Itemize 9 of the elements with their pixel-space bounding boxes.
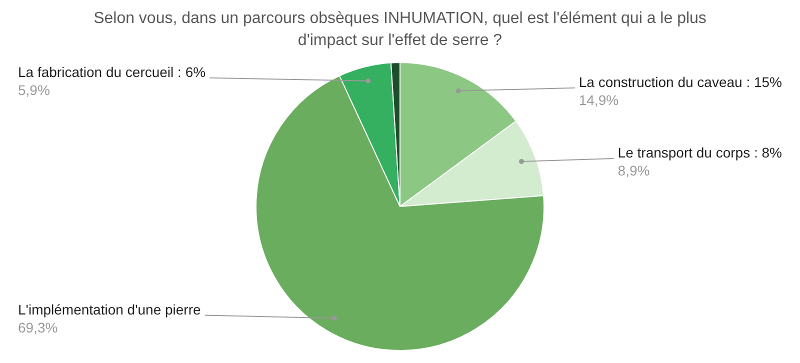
data-label: 5,9% [18,82,50,98]
slice-label: Le transport du corps : 8% [618,144,782,160]
data-label: 14,9% [578,92,619,108]
chart-title: Selon vous, dans un parcours obsèques INHUMATION, quel est l'élément qui a le plus d'impact sur l'effet de serre ? [92,9,708,51]
data-label: 8,9% [618,162,650,178]
data-label: 69,3% [18,319,58,336]
slice-label: L'implémentation d'une pierre [18,301,201,318]
slice-label: La construction du caveau : 15% [578,74,782,90]
slice-label: La fabrication du cercueil : 6% [18,64,206,80]
